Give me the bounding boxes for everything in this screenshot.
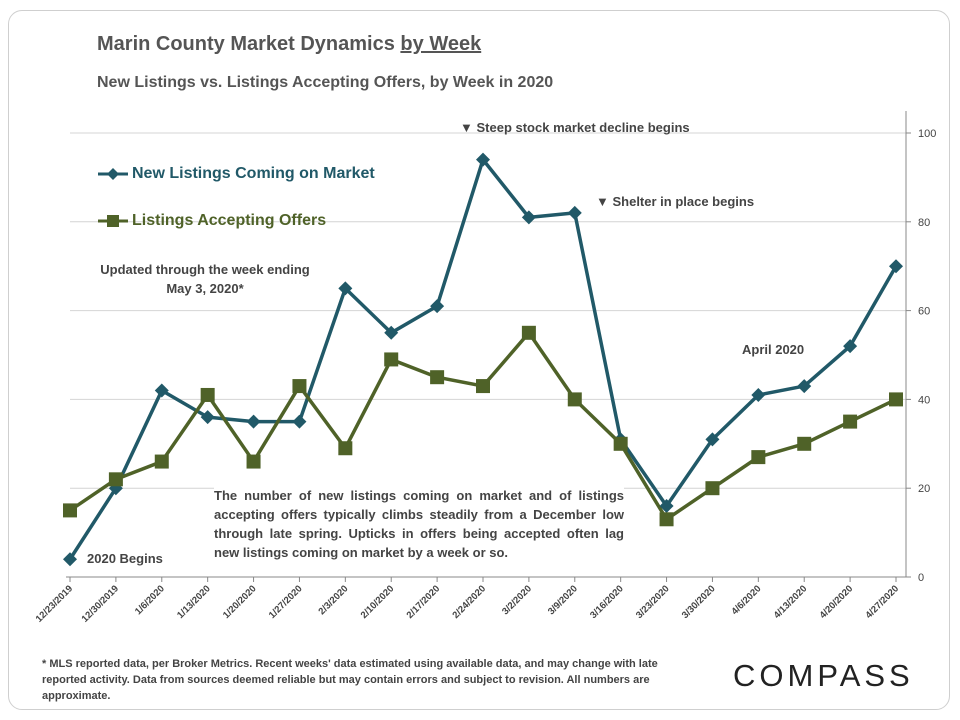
new-listings-point: [889, 259, 903, 274]
x-tick-label: 3/30/2020: [680, 583, 718, 621]
x-tick-label: 3/2/2020: [500, 583, 534, 617]
new-listings-point: [63, 552, 77, 567]
new-listings-point: [705, 432, 720, 447]
y-tick-label: 100: [918, 128, 936, 140]
title-main: Marin County Market Dynamics: [97, 33, 401, 55]
accepting-offers-point: [521, 325, 536, 340]
annotation-shelter: ▼ Shelter in place begins: [596, 194, 755, 209]
x-tick-label: 12/30/2019: [80, 583, 121, 624]
accepting-offers-point: [705, 481, 720, 496]
accepting-offers-point: [889, 392, 903, 407]
x-tick-label: 3/9/2020: [546, 583, 580, 617]
accepting-offers-point: [200, 387, 215, 402]
x-tick-label: 4/6/2020: [730, 583, 764, 617]
new-listings-point: [384, 325, 399, 340]
title-underlined: by Week: [400, 33, 482, 55]
new-listings-point: [797, 379, 812, 394]
annotation-stock-market: ▼ Steep stock market decline begins: [460, 120, 690, 135]
x-tick-label: 2/3/2020: [317, 583, 351, 617]
legend-accepting-offers-label: Listings Accepting Offers: [132, 212, 327, 229]
new-listings-point: [751, 387, 766, 402]
accepting-offers-point: [292, 379, 307, 394]
new-listings-point: [338, 281, 353, 296]
new-listings-point: [200, 410, 215, 425]
x-tick-label: 2/24/2020: [450, 583, 488, 621]
x-tick-labels: 12/23/2019 12/30/2019 1/6/2020 1/13/2020 1/2…: [34, 583, 901, 624]
x-tick-label: 1/6/2020: [133, 583, 167, 617]
new-listings-point: [476, 152, 490, 167]
accepting-offers-point: [63, 503, 77, 518]
annotation-2020-begins: 2020 Begins: [87, 551, 163, 566]
new-listings-point: [246, 414, 261, 429]
new-listings-point: [154, 383, 169, 398]
accepting-offers-point: [613, 436, 628, 451]
y-tick-label: 80: [918, 217, 930, 229]
compass-logo: COMPASS: [733, 658, 914, 693]
annotation-body-text: The number of new listings coming on mar…: [214, 486, 624, 562]
x-tick-label: 2/10/2020: [359, 583, 397, 621]
legend-new-listings: New Listings Coming on Market: [98, 165, 375, 183]
x-tick-label: 2/17/2020: [405, 583, 443, 621]
y-tick-label: 0: [918, 572, 924, 584]
accepting-offers-point: [384, 352, 399, 367]
gridlines: [70, 132, 906, 489]
y-tick-label: 20: [918, 483, 930, 495]
x-tick-label: 3/23/2020: [634, 583, 672, 621]
axes: [66, 111, 911, 582]
new-listings-point: [521, 210, 536, 225]
accepting-offers-point: [246, 454, 261, 469]
legend-square-icon: [98, 215, 128, 227]
x-tick-label: 4/13/2020: [772, 583, 810, 621]
x-tick-label: 3/16/2020: [588, 583, 626, 621]
accepting-offers-point: [338, 441, 353, 456]
accepting-offers-point: [476, 379, 490, 394]
accepting-offers-point: [430, 370, 445, 385]
accepting-offers-point: [567, 392, 582, 407]
new-listings-point: [292, 414, 307, 429]
legend-diamond-icon: [98, 168, 128, 180]
new-listings-point: [567, 205, 582, 220]
page-title: Marin County Market Dynamics by Week: [97, 33, 481, 56]
new-listings-point: [430, 299, 445, 314]
slide-frame: [8, 10, 950, 710]
x-tick-label: 1/27/2020: [267, 583, 305, 621]
y-tick-label: 60: [918, 306, 930, 318]
x-tick-label: 1/13/2020: [175, 583, 213, 621]
chart-subtitle: New Listings vs. Listings Accepting Offe…: [97, 74, 554, 91]
annotation-april: April 2020: [742, 342, 805, 357]
x-tick-label: 1/20/2020: [221, 583, 259, 621]
new-listings-point: [843, 339, 858, 354]
x-tick-label: 4/20/2020: [818, 583, 856, 621]
legend-accepting-offers: Listings Accepting Offers: [98, 212, 326, 230]
footnote: * MLS reported data, per Broker Metrics.…: [42, 658, 658, 702]
accepting-offers-point: [751, 450, 766, 465]
accepting-offers-point: [843, 414, 858, 429]
accepting-offers-point: [659, 512, 674, 527]
accepting-offers-point: [108, 472, 123, 487]
accepting-offers-point: [797, 436, 812, 451]
accepting-offers-point: [154, 454, 169, 469]
x-tick-label: 4/27/2020: [863, 583, 901, 621]
series-markers: [63, 152, 903, 567]
annotation-updated: Updated through the week ending May 3, 2…: [100, 262, 310, 296]
x-tick-label: 12/23/2019: [34, 583, 75, 624]
new-listings-point: [659, 498, 674, 513]
legend-new-listings-label: New Listings Coming on Market: [132, 165, 375, 182]
y-tick-labels: 0 20 40 60 80 100: [918, 128, 936, 584]
y-tick-label: 40: [918, 394, 930, 406]
